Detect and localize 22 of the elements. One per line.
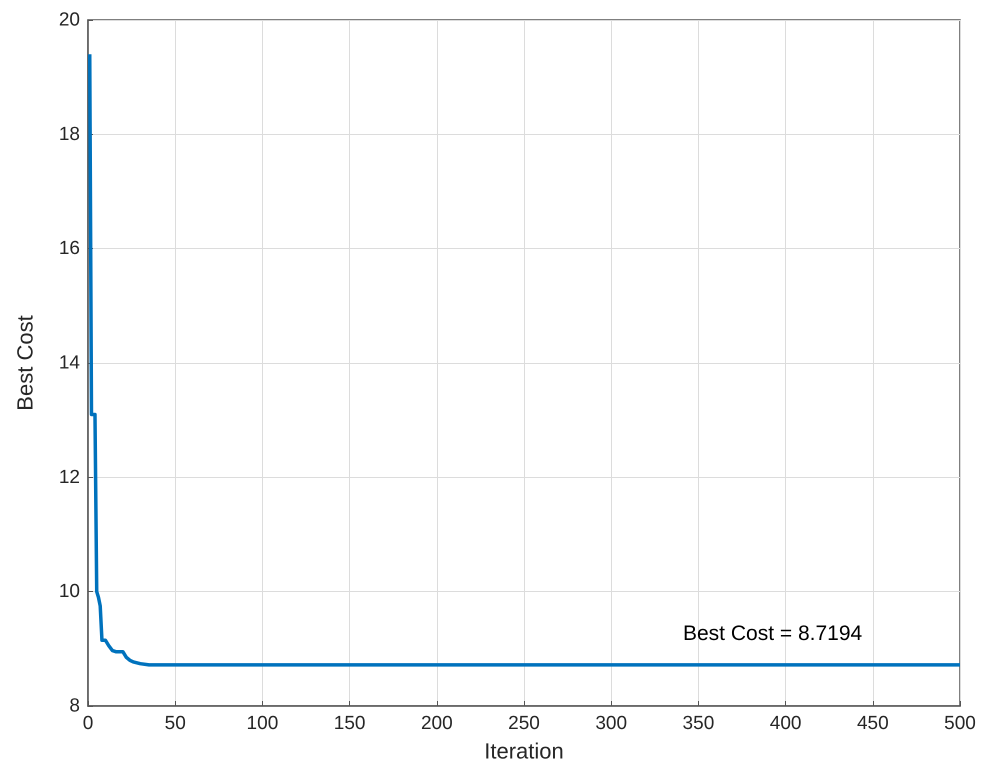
x-tick-label: 500 [944,713,976,734]
x-tick-label: 150 [334,713,366,734]
x-tick-label: 250 [508,713,540,734]
x-tick-label: 400 [770,713,802,734]
y-tick-label: 16 [58,238,80,260]
y-tick-label: 14 [58,352,80,374]
x-tick-label: 50 [164,713,186,734]
y-tick-label: 8 [69,696,80,716]
x-axis-title: Iteration [484,738,564,764]
y-tick-label: 18 [58,124,80,145]
x-tick-label: 350 [682,713,714,734]
y-tick-label: 20 [58,10,80,30]
annotation: Best Cost = 8.7194 [683,622,863,645]
x-tick-label: 0 [82,713,94,734]
y-axis-title: Best Cost [12,315,38,411]
x-tick-label: 300 [595,713,628,734]
x-tick-label: 100 [246,713,278,734]
y-tick-label: 12 [58,466,80,488]
y-tick-label: 10 [58,581,80,602]
line-series [88,52,962,667]
x-tick-label: 450 [856,713,889,734]
x-tick-label: 200 [420,713,453,734]
